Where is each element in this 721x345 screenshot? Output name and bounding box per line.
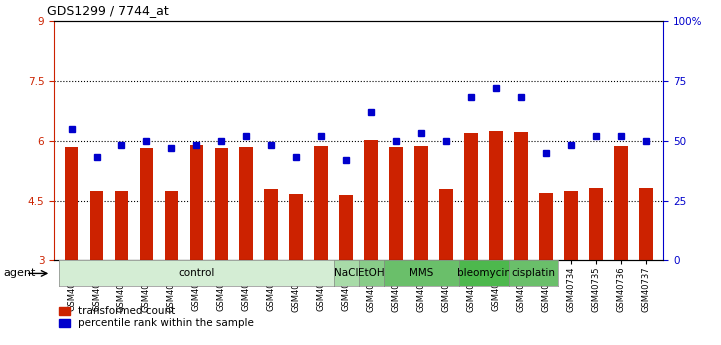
Bar xyxy=(115,190,128,260)
Bar xyxy=(140,148,154,260)
Text: bleomycin: bleomycin xyxy=(456,268,510,278)
Bar xyxy=(564,190,578,260)
Bar xyxy=(464,134,478,260)
Text: EtOH: EtOH xyxy=(358,268,384,278)
Bar xyxy=(415,146,428,260)
Bar xyxy=(239,147,253,260)
Bar xyxy=(340,195,353,260)
Text: agent: agent xyxy=(4,268,36,278)
Text: GDS1299 / 7744_at: GDS1299 / 7744_at xyxy=(47,4,169,17)
Bar xyxy=(289,194,303,260)
Bar xyxy=(439,189,453,260)
Legend: transformed count, percentile rank within the sample: transformed count, percentile rank withi… xyxy=(59,306,254,328)
Bar xyxy=(364,140,378,260)
Bar xyxy=(539,193,553,260)
Text: MMS: MMS xyxy=(409,268,433,278)
Bar xyxy=(514,132,528,260)
Bar xyxy=(89,190,103,260)
Bar xyxy=(639,188,653,260)
Bar xyxy=(164,191,178,260)
Bar xyxy=(215,148,229,260)
Text: control: control xyxy=(178,268,215,278)
Bar xyxy=(389,147,403,260)
Bar xyxy=(489,131,503,260)
Bar xyxy=(614,146,628,260)
Bar xyxy=(265,189,278,260)
Bar xyxy=(314,146,328,260)
Text: NaCl: NaCl xyxy=(334,268,358,278)
Bar xyxy=(190,145,203,260)
Bar xyxy=(65,147,79,260)
Bar xyxy=(589,188,603,260)
Text: cisplatin: cisplatin xyxy=(511,268,555,278)
